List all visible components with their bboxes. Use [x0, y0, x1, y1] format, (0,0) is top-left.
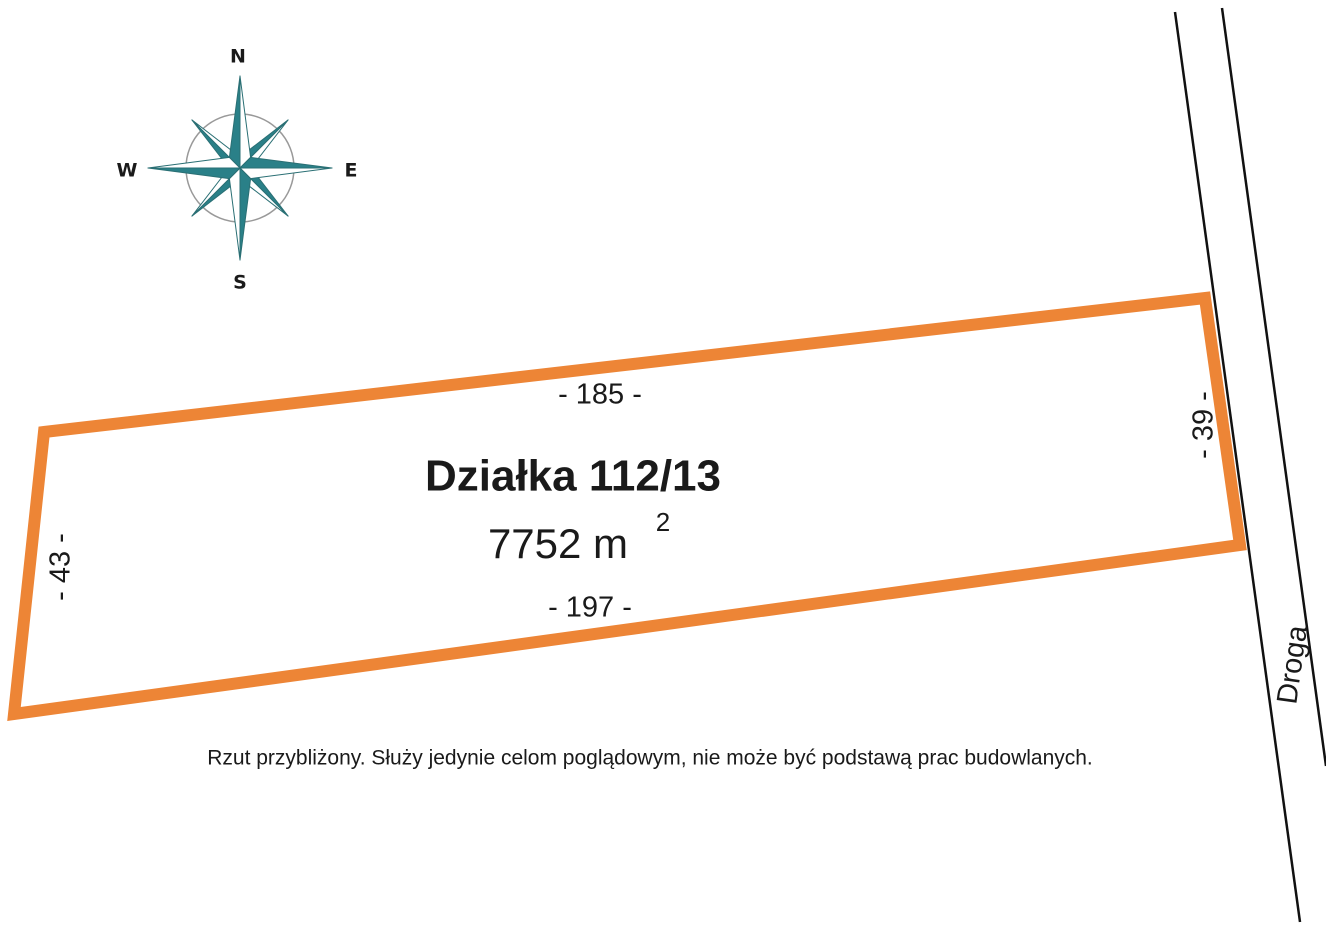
road-edge — [1220, 7, 1326, 767]
compass-long-ray — [239, 75, 252, 169]
road-edge — [1173, 11, 1302, 923]
dimension-top: - 185 - — [558, 379, 642, 411]
compass-long-ray — [239, 167, 252, 261]
compass-rose — [147, 75, 333, 261]
plot-area: 7752 m — [488, 520, 628, 567]
plot-area-exponent: 2 — [656, 507, 670, 537]
compass-long-ray — [228, 167, 241, 261]
disclaimer: Rzut przybliżony. Służy jedynie celom po… — [207, 747, 1093, 770]
compass-long-ray — [147, 167, 241, 180]
dimension-bottom: - 197 - — [548, 592, 632, 624]
compass-north: N — [230, 46, 246, 68]
compass-east: E — [345, 160, 358, 182]
compass-long-ray — [147, 156, 241, 169]
compass-south: S — [233, 272, 247, 294]
plot-title: Działka 112/13 — [425, 452, 721, 501]
compass-long-ray — [239, 156, 333, 169]
road-label: Droga — [1271, 623, 1314, 707]
plot-boundary — [7, 291, 1247, 721]
compass-west: W — [117, 160, 138, 182]
compass-long-ray — [228, 75, 241, 169]
dimension-right: - 39 - — [1188, 391, 1220, 459]
compass-long-ray — [239, 167, 333, 180]
dimension-left: - 43 - — [45, 533, 77, 601]
